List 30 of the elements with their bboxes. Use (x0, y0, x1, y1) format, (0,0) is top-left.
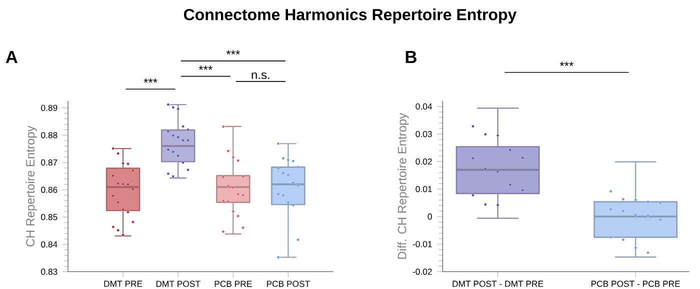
y-tick-label: 0.86 (41, 186, 58, 193)
y-tick-label: 0.03 (416, 130, 432, 138)
y-tick-label: 0.88 (41, 132, 58, 138)
chart-subtitle: A (6, 51, 18, 63)
chart-title: B (406, 51, 416, 63)
x-tick-label: DMT PRE (104, 280, 142, 287)
x-tick-label: PCB POST (266, 280, 310, 287)
y-axis-title: CH Repertoire Entropy (26, 126, 37, 246)
x-tick-label: PCB PRE (214, 280, 252, 287)
y-tick-label: 0.83 (41, 268, 58, 275)
y-tick-label: -0.01 (412, 241, 432, 248)
y-tick-label: 0.84 (41, 241, 58, 248)
y-tick-label: 0.02 (416, 158, 432, 165)
y-tick-label: 0 (428, 214, 432, 220)
text: *** (226, 50, 240, 55)
y-tick-label: 0.85 (41, 214, 58, 220)
y-tick-label: 0.04 (416, 103, 432, 110)
y-tick-label: 0.01 (416, 186, 432, 192)
text: *** (560, 62, 574, 66)
x-tick-label: PCB POST - PCB PRE (592, 280, 680, 287)
text: *** (144, 78, 158, 83)
x-tick-label: DMT POST - DMT PRE (452, 280, 544, 287)
y-tick-label: 0.87 (41, 159, 58, 166)
y-tick-label: -0.02 (412, 268, 432, 275)
text: *** (198, 66, 212, 70)
text: n.s. (252, 72, 270, 80)
x-tick-label: DMT POST (156, 280, 200, 287)
y-axis-title: Diff. CH Repertoire Entropy (398, 112, 409, 259)
chart-title: Connectome Harmonics Repertoire Entropy (184, 8, 517, 24)
y-tick-label: 0.89 (41, 104, 58, 111)
